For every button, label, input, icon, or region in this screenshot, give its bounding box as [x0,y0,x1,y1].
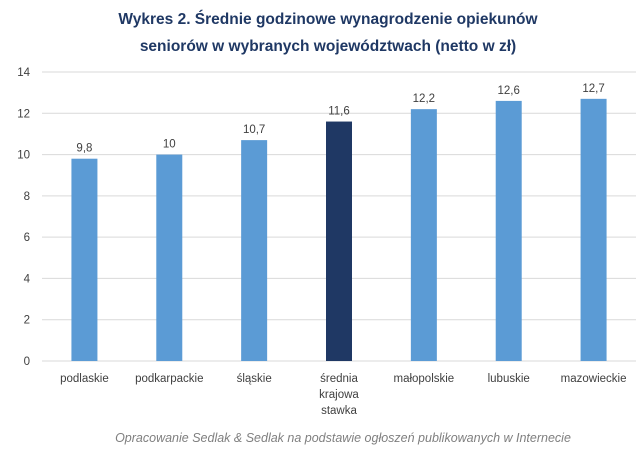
y-tick-label: 0 [24,356,30,368]
y-tick-label: 10 [17,150,30,162]
chart-title-line-1: Wykres 2. Średnie godzinowe wynagrodzeni… [118,10,538,28]
y-tick-label: 14 [17,67,30,79]
chart-title-line-2: seniorów w wybranych województwach (nett… [140,38,516,55]
y-tick-label: 4 [24,273,31,285]
y-tick-label: 8 [24,191,30,203]
data-label: 11,6 [328,106,350,118]
x-category-label: średnia [320,373,358,385]
y-tick-label: 2 [24,315,30,327]
x-category-label: śląskie [237,373,272,385]
source-note: Opracowanie Sedlak & Sedlak na podstawie… [115,431,571,445]
data-label: 12,7 [582,83,604,95]
bar [156,154,183,361]
data-label: 9,8 [76,143,92,155]
y-tick-label: 12 [17,108,30,120]
data-label: 12,2 [413,93,435,105]
bar [241,140,268,361]
x-category-label: krajowa [319,389,359,401]
y-tick-label: 6 [24,232,30,244]
data-label: 12,6 [498,85,520,97]
data-label: 10,7 [243,124,265,136]
x-category-label: lubuskie [488,373,530,385]
bar [326,121,352,362]
x-category-label: małopolskie [393,373,454,385]
bar [71,158,98,361]
x-category-label: mazowieckie [561,373,627,385]
bar [495,100,522,362]
x-category-label: podkarpackie [135,373,203,385]
x-category-label: podlaskie [60,373,109,385]
x-category-label: stawka [321,405,357,417]
bar [580,98,607,361]
data-label: 10 [163,139,176,151]
bar [410,109,437,362]
